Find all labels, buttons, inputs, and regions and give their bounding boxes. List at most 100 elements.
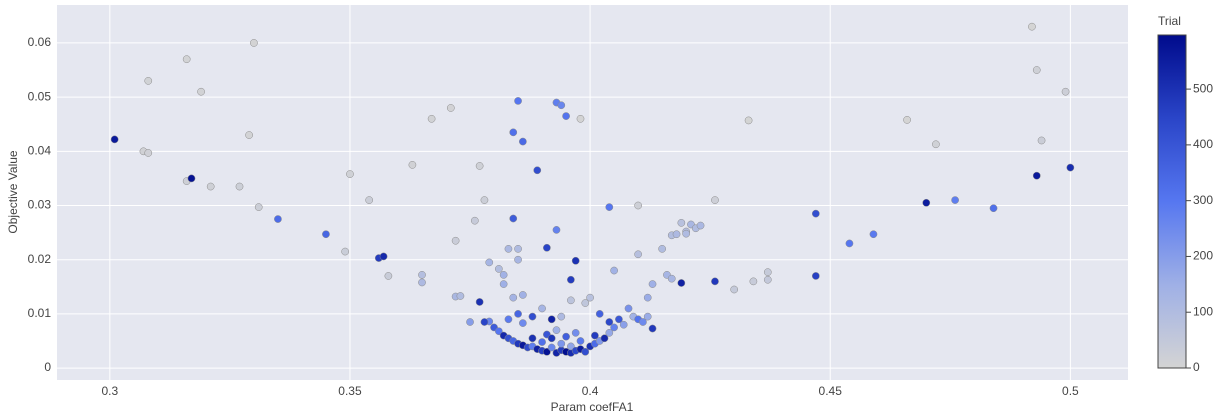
point <box>811 272 820 280</box>
point <box>1032 66 1041 74</box>
x-tick-label: 0.3 <box>101 384 118 398</box>
point <box>605 318 614 326</box>
y-tick-label: 0.04 <box>28 143 52 157</box>
point <box>547 315 556 324</box>
y-tick-label: 0 <box>44 360 51 374</box>
colorbar-tick-label: 200 <box>1193 249 1213 263</box>
point <box>408 161 417 169</box>
point <box>634 250 642 259</box>
point <box>245 131 253 139</box>
y-tick-label: 0.06 <box>28 35 52 49</box>
point <box>557 312 566 321</box>
colorbar-tick-label: 400 <box>1193 137 1213 151</box>
point <box>446 104 455 112</box>
point <box>519 137 527 146</box>
x-tick-label: 0.35 <box>338 384 362 398</box>
point <box>379 252 388 261</box>
colorbar-tick-label: 300 <box>1193 193 1213 207</box>
point <box>567 342 575 351</box>
point <box>514 310 522 318</box>
point <box>571 256 580 265</box>
point <box>322 230 330 239</box>
point <box>763 268 772 277</box>
point <box>1066 163 1075 172</box>
point <box>562 332 570 341</box>
point <box>744 116 753 125</box>
point <box>519 319 527 327</box>
point <box>610 266 618 275</box>
point <box>677 279 686 287</box>
point <box>610 323 618 332</box>
point <box>480 318 489 326</box>
point <box>643 312 652 321</box>
point <box>543 243 551 252</box>
point <box>509 214 518 223</box>
colorbar <box>1157 34 1187 369</box>
point <box>475 298 484 306</box>
point <box>576 114 585 123</box>
point <box>951 196 959 204</box>
point <box>624 304 633 313</box>
point <box>639 318 647 326</box>
point <box>494 265 503 273</box>
y-tick-label: 0.02 <box>28 252 52 266</box>
point <box>538 338 546 346</box>
point <box>451 236 460 245</box>
point <box>903 116 911 124</box>
point <box>499 271 508 279</box>
colorbar-tick-label: 500 <box>1193 81 1213 95</box>
point <box>658 245 666 253</box>
point <box>615 315 623 324</box>
point <box>845 239 854 248</box>
point <box>605 329 614 337</box>
point <box>547 343 556 352</box>
y-tick-label: 0.01 <box>28 306 52 320</box>
point <box>494 327 503 336</box>
point <box>110 135 119 144</box>
point <box>475 162 484 170</box>
point <box>595 310 604 318</box>
point <box>514 97 522 105</box>
point <box>552 326 561 334</box>
point <box>557 101 566 110</box>
point <box>763 275 772 284</box>
point <box>648 280 657 288</box>
point <box>274 215 282 223</box>
point <box>456 292 465 300</box>
point <box>634 201 642 210</box>
point <box>1037 136 1046 145</box>
point <box>605 203 614 211</box>
point <box>144 77 153 85</box>
point <box>586 293 594 302</box>
point <box>509 128 518 137</box>
point <box>365 196 374 204</box>
point <box>514 255 522 264</box>
point <box>514 245 522 253</box>
point <box>384 272 393 280</box>
point <box>547 334 556 343</box>
point <box>485 258 494 267</box>
y-tick-label: 0.05 <box>28 89 52 103</box>
point <box>418 271 426 279</box>
point <box>187 174 196 183</box>
point <box>427 114 436 123</box>
point <box>677 218 686 227</box>
point <box>254 203 263 211</box>
point <box>504 315 513 324</box>
point <box>1061 87 1070 96</box>
point <box>581 299 590 307</box>
colorbar-tick-label: 100 <box>1193 304 1213 318</box>
point <box>504 245 513 253</box>
point <box>528 334 537 343</box>
point <box>600 334 609 343</box>
point <box>672 230 681 239</box>
point <box>543 347 551 356</box>
x-tick-label: 0.45 <box>819 384 843 398</box>
point <box>480 196 489 204</box>
point <box>235 182 244 191</box>
point <box>711 196 719 204</box>
point <box>418 278 426 287</box>
point <box>667 274 676 283</box>
point <box>562 112 570 120</box>
